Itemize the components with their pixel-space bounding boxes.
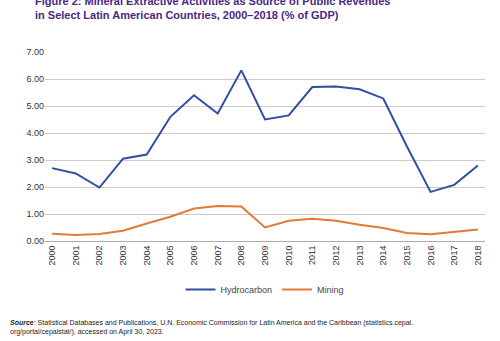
svg-text:2004: 2004: [142, 246, 152, 266]
svg-text:2008: 2008: [236, 246, 246, 266]
svg-text:2017: 2017: [449, 246, 459, 266]
svg-text:7.00: 7.00: [26, 47, 44, 57]
svg-text:2010: 2010: [284, 246, 294, 266]
svg-text:Hydrocarbon: Hydrocarbon: [221, 285, 273, 295]
svg-text:2003: 2003: [118, 246, 128, 266]
svg-text:0.00: 0.00: [26, 236, 44, 246]
svg-text:4.00: 4.00: [26, 128, 44, 138]
svg-text:2006: 2006: [189, 246, 199, 266]
svg-text:2.00: 2.00: [26, 182, 44, 192]
svg-text:2000: 2000: [47, 246, 57, 266]
svg-text:2014: 2014: [378, 246, 388, 266]
svg-text:2016: 2016: [426, 246, 436, 266]
svg-text:2012: 2012: [331, 246, 341, 266]
svg-text:2018: 2018: [473, 246, 483, 266]
svg-text:2009: 2009: [260, 246, 270, 266]
svg-text:2005: 2005: [165, 246, 175, 266]
svg-text:1.00: 1.00: [26, 209, 44, 219]
svg-text:6.00: 6.00: [26, 74, 44, 84]
svg-text:2007: 2007: [213, 246, 223, 266]
svg-text:Figure 2: Mineral Extractive A: Figure 2: Mineral Extractive Activities …: [35, 0, 390, 21]
svg-text:2015: 2015: [402, 246, 412, 266]
svg-text:2013: 2013: [355, 246, 365, 266]
svg-text:2002: 2002: [94, 246, 104, 266]
svg-text:2011: 2011: [307, 246, 317, 265]
svg-text:2001: 2001: [71, 246, 81, 266]
svg-text:3.00: 3.00: [26, 155, 44, 165]
svg-text:Source: Statistical Databases: Source: Statistical Databases and Public…: [10, 319, 413, 336]
svg-text:5.00: 5.00: [26, 101, 44, 111]
svg-text:Mining: Mining: [317, 285, 344, 295]
